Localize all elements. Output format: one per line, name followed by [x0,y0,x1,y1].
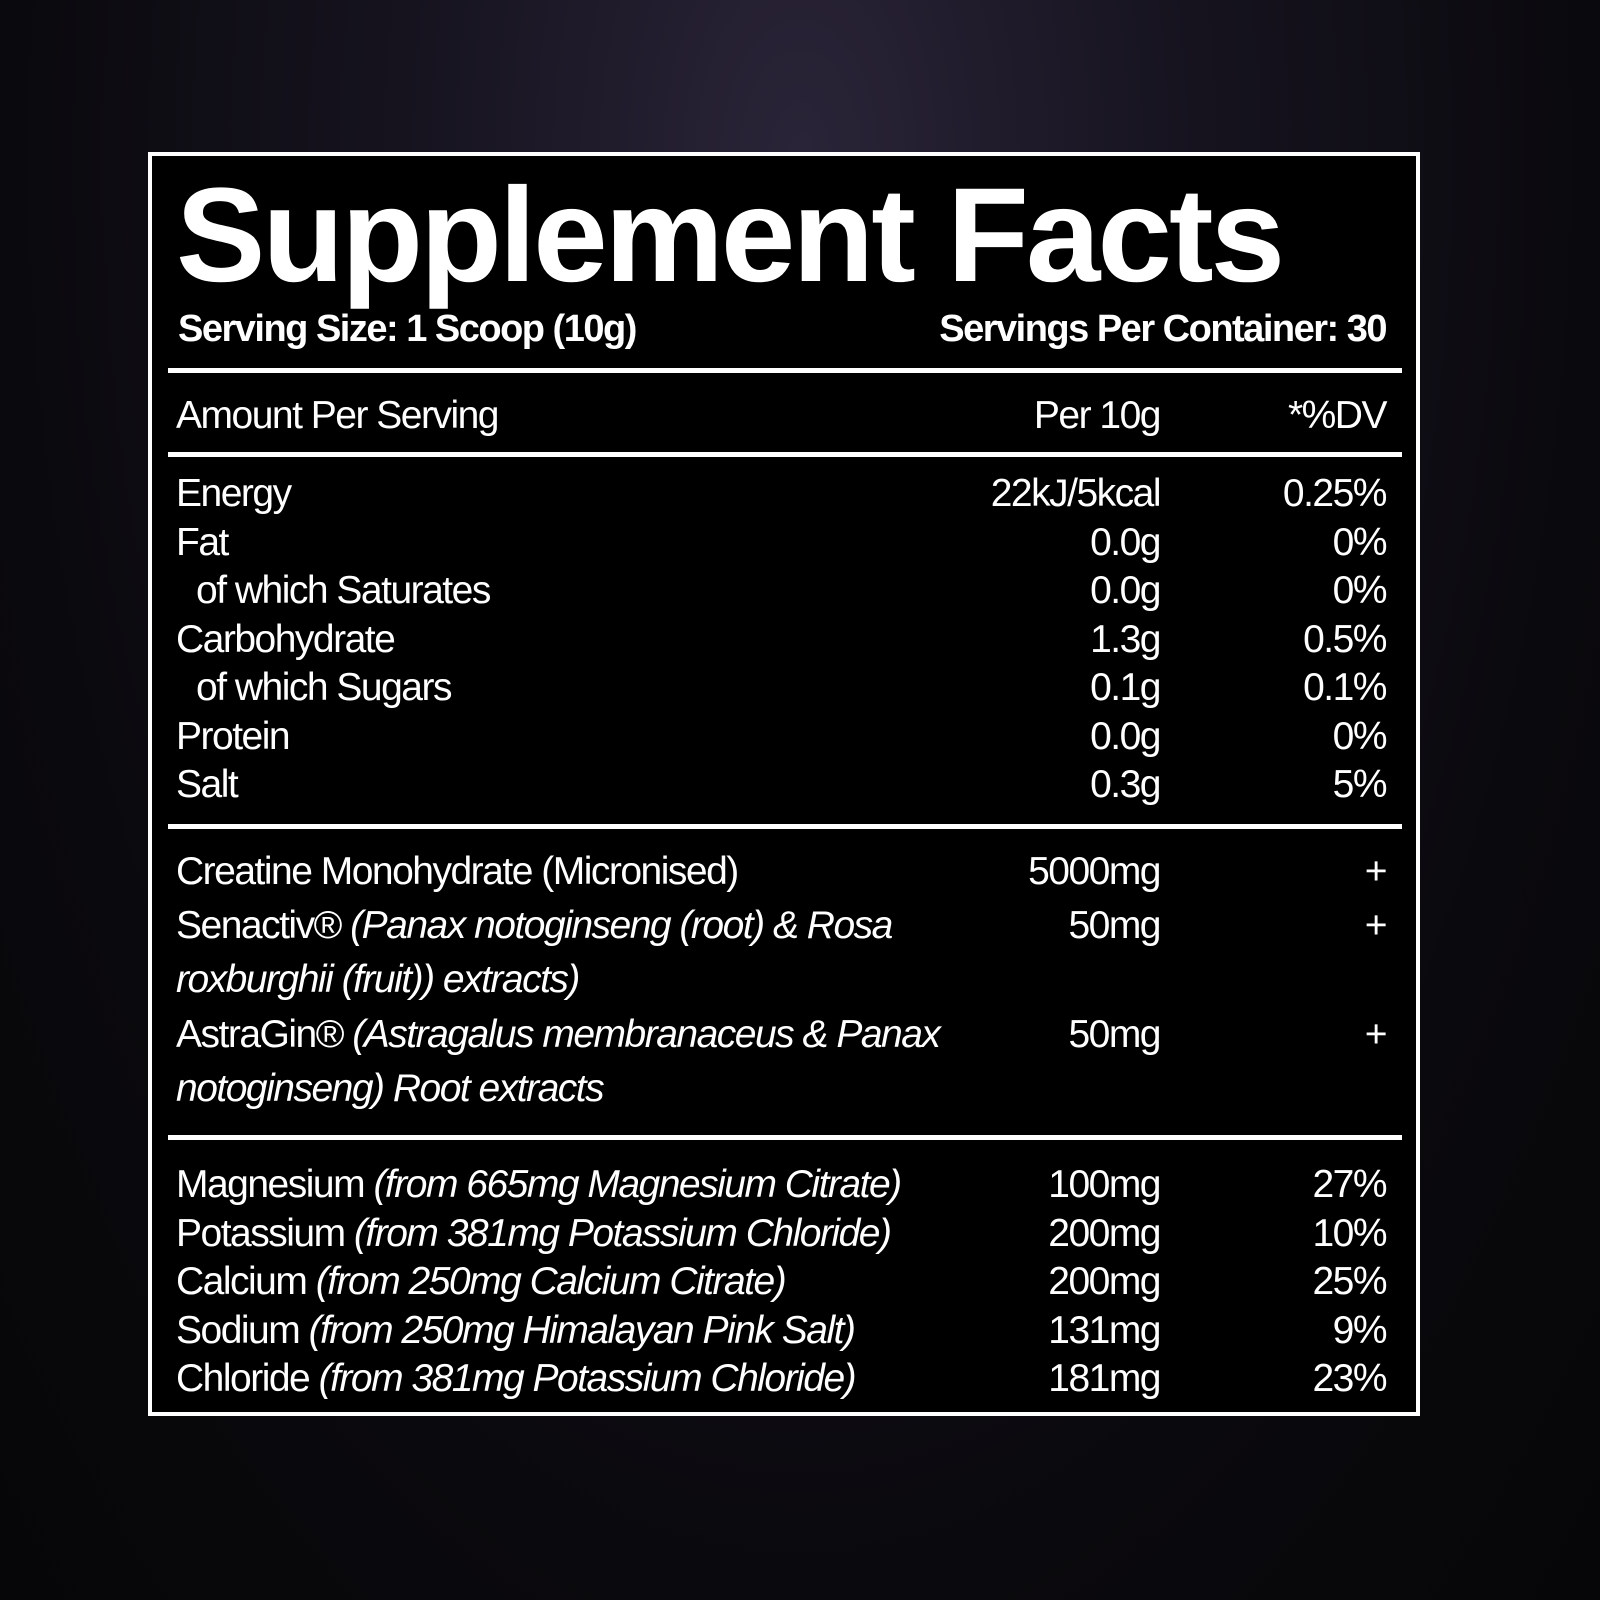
ingredient-detail: notoginseng) Root extracts [176,1067,605,1110]
ingredient-dv: + [1364,1013,1388,1056]
nutrient-name: Protein [176,714,291,758]
mineral-amount: 100mg [1048,1163,1161,1206]
nutrient-name: Fat [176,520,229,564]
ingredient-brand: Senactiv® [176,904,342,947]
mineral-row: Potassium (from 381mg Potassium Chloride… [152,1210,1416,1258]
mineral-dv: 25% [1312,1260,1387,1303]
ingredient-brand: AstraGin® [176,1013,344,1056]
nutrition-row: Protein 0.0g 0% [152,713,1416,761]
active-ingredient-row-continued: roxburghii (fruit)) extracts) [152,956,1416,1004]
nutrient-name: Carbohydrate [176,617,396,661]
nutrition-row: Carbohydrate 1.3g 0.5% [152,616,1416,664]
ingredient-name: Creatine Monohydrate (Micronised) [176,848,739,896]
mineral-label: Sodium [176,1308,301,1352]
mineral-name: Chloride (from 381mg Potassium Chloride) [176,1355,857,1403]
mineral-label: Potassium [176,1211,346,1255]
header-row: Amount Per Serving Per 10g *%DV [152,392,1416,440]
nutrient-dv: 0% [1332,520,1388,564]
active-ingredient-row: Creatine Monohydrate (Micronised) 5000mg + [152,848,1416,896]
dv-label: *%DV [1287,394,1388,437]
title: Supplement Facts [176,161,1285,310]
divider [168,368,1402,373]
mineral-dv: 23% [1312,1357,1387,1400]
mineral-name: Calcium (from 250mg Calcium Citrate) [176,1258,787,1306]
ingredient-detail: roxburghii (fruit)) extracts) [176,958,580,1001]
divider [168,824,1402,829]
mineral-name: Potassium (from 381mg Potassium Chloride… [176,1210,892,1258]
nutrient-amount: 0.0g [1090,520,1161,564]
mineral-source: (from 250mg Himalayan Pink Salt) [308,1308,856,1352]
nutrient-dv: 0.1% [1303,666,1387,709]
ingredient-dv: + [1364,904,1388,947]
ingredient-detail-continued: notoginseng) Root extracts [176,1065,605,1113]
mineral-name: Sodium (from 250mg Himalayan Pink Salt) [176,1307,856,1355]
nutrient-amount: 22kJ/5kcal [990,472,1162,515]
nutrition-row: of which Saturates 0.0g 0% [152,567,1416,615]
mineral-amount: 200mg [1048,1211,1161,1255]
mineral-row: Chloride (from 381mg Potassium Chloride)… [152,1355,1416,1403]
amount-per-serving-label: Amount Per Serving [176,394,500,437]
active-ingredient-row-continued: notoginseng) Root extracts [152,1065,1416,1113]
ingredient-name: Senactiv® (Panax notoginseng (root) & Ro… [176,902,893,950]
nutrition-row: Energy 22kJ/5kcal 0.25% [152,470,1416,518]
nutrition-row: of which Sugars 0.1g 0.1% [152,664,1416,712]
nutrient-name: of which Sugars [196,666,452,709]
nutrient-name: of which Saturates [196,569,491,612]
ingredient-dv: + [1364,850,1388,893]
divider [168,1135,1402,1140]
mineral-source: (from 381mg Potassium Chloride) [353,1211,892,1255]
serving-size: Serving Size: 1 Scoop (10g) [178,308,637,350]
nutrient-dv: 5% [1332,763,1388,806]
mineral-amount: 131mg [1048,1308,1161,1352]
divider [168,452,1402,457]
mineral-label: Chloride [176,1357,311,1400]
mineral-dv: 27% [1312,1163,1387,1206]
nutrient-amount: 0.0g [1090,569,1161,612]
nutrient-amount: 1.3g [1090,617,1161,661]
servings-per-container: Servings Per Container: 30 [939,308,1387,350]
ingredient-detail-continued: roxburghii (fruit)) extracts) [176,956,580,1004]
mineral-row: Sodium (from 250mg Himalayan Pink Salt) 1… [152,1307,1416,1355]
mineral-source: (from 250mg Calcium Citrate) [315,1260,787,1303]
nutrient-dv: 0.25% [1282,472,1388,515]
mineral-label: Calcium [176,1260,308,1303]
nutrition-row: Salt 0.3g 5% [152,761,1416,809]
ingredient-amount: 50mg [1068,904,1161,947]
nutrient-dv: 0.5% [1303,617,1387,661]
nutrient-dv: 0% [1332,714,1388,758]
mineral-source: (from 381mg Potassium Chloride) [318,1357,857,1400]
mineral-row: Calcium (from 250mg Calcium Citrate) 200m… [152,1258,1416,1306]
ingredient-amount: 5000mg [1028,850,1161,893]
ingredient-brand: Creatine Monohydrate (Micronised) [176,850,739,893]
mineral-row: Magnesium (from 665mg Magnesium Citrate)… [152,1161,1416,1209]
nutrient-name: Salt [176,763,239,806]
mineral-label: Magnesium [176,1163,366,1206]
nutrient-amount: 0.0g [1090,714,1161,758]
ingredient-detail: (Astragalus membranaceus & Panax [352,1013,941,1056]
nutrient-amount: 0.3g [1090,763,1161,806]
mineral-dv: 9% [1332,1308,1388,1352]
ingredient-name: AstraGin® (Astragalus membranaceus & Pan… [176,1011,941,1059]
nutrient-amount: 0.1g [1090,666,1161,709]
active-ingredient-row: AstraGin® (Astragalus membranaceus & Pan… [152,1011,1416,1059]
ingredient-amount: 50mg [1068,1013,1161,1056]
nutrient-name: Energy [176,472,292,515]
mineral-name: Magnesium (from 665mg Magnesium Citrate) [176,1161,902,1209]
active-ingredient-row: Senactiv® (Panax notoginseng (root) & Ro… [152,902,1416,950]
nutrition-row: Fat 0.0g 0% [152,519,1416,567]
mineral-amount: 181mg [1048,1357,1161,1400]
mineral-source: (from 665mg Magnesium Citrate) [373,1163,902,1206]
ingredient-detail: (Panax notoginseng (root) & Rosa [350,904,893,947]
per-label: Per 10g [1033,394,1162,437]
mineral-dv: 10% [1312,1211,1387,1255]
supplement-facts-panel: Supplement Facts Serving Size: 1 Scoop (… [148,152,1420,1416]
mineral-amount: 200mg [1048,1260,1161,1303]
nutrient-dv: 0% [1332,569,1388,612]
